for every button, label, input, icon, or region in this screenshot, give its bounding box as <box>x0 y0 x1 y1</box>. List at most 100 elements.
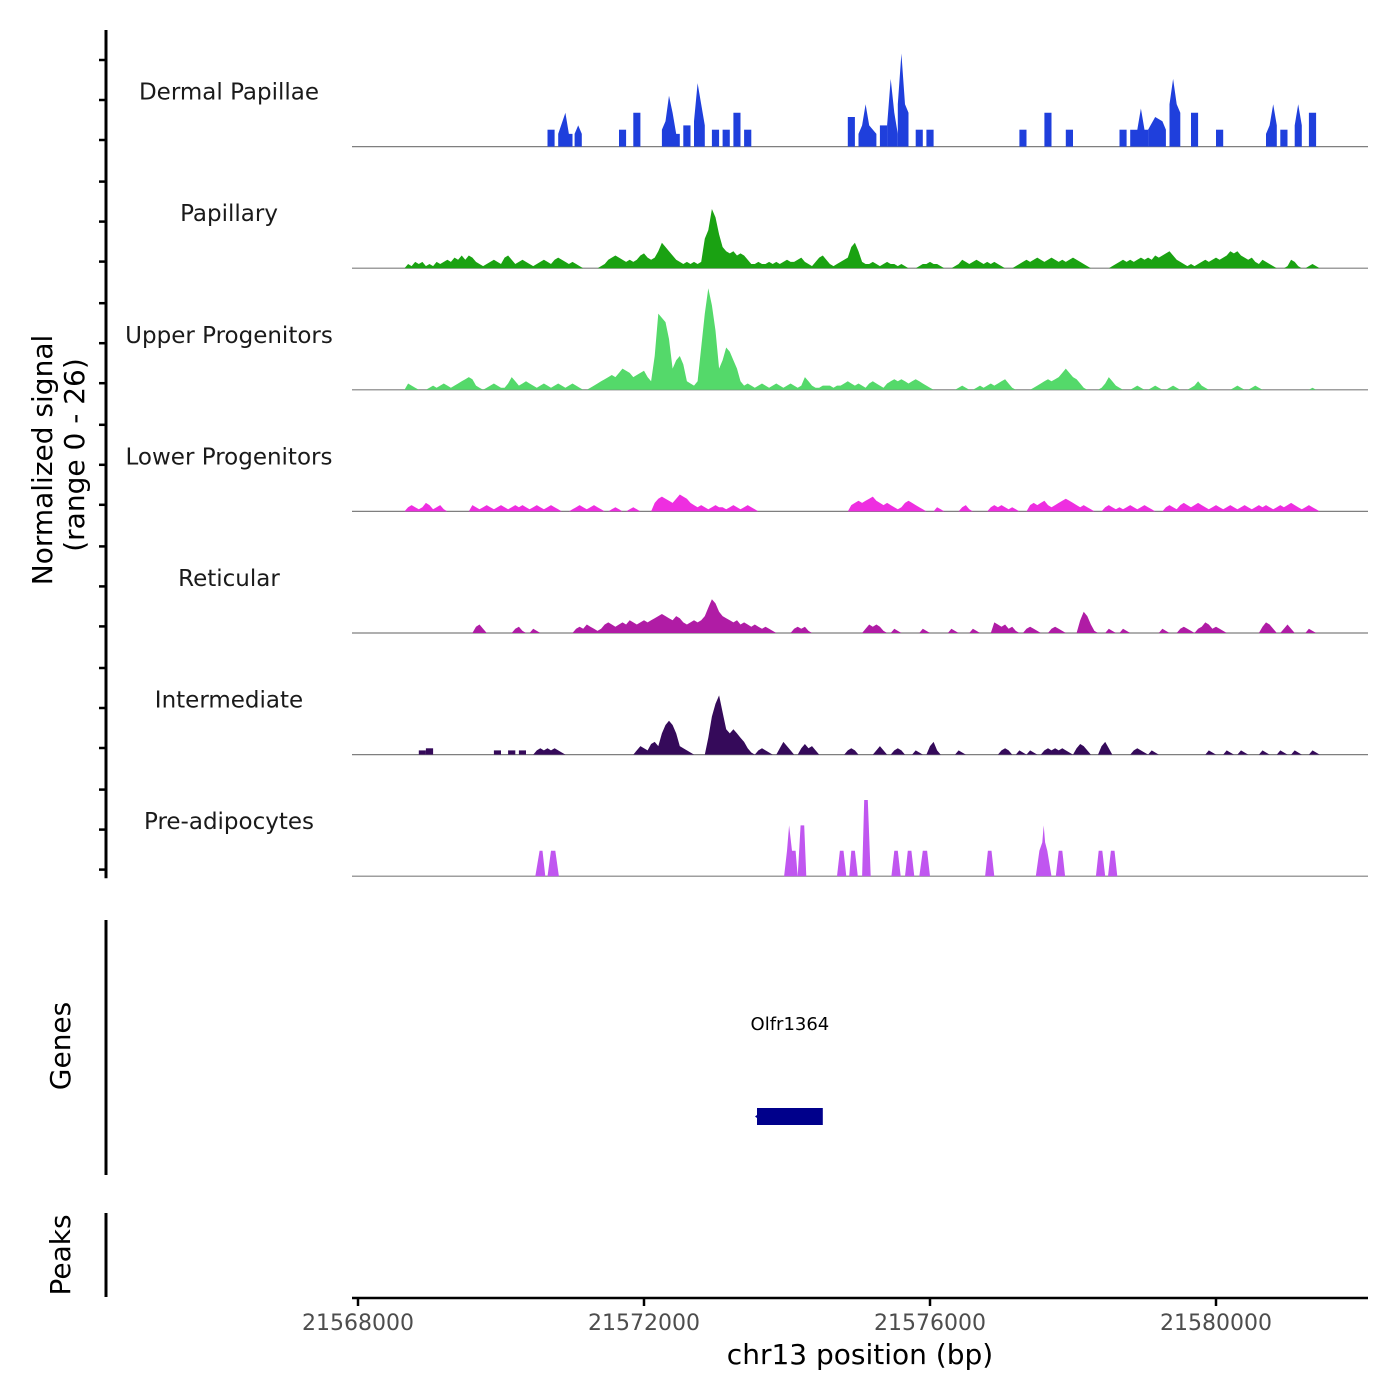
signal-peak-intermediate-23 <box>1130 748 1149 755</box>
signal-peak-dermal-papillae-24 <box>1148 117 1166 147</box>
signal-peak-dermal-papillae-23 <box>1130 108 1149 147</box>
track-lower-progenitors: Lower Progenitors <box>126 444 1368 512</box>
signal-peak-dermal-papillae-12 <box>847 117 855 147</box>
signal-peak-dermal-papillae-7 <box>694 83 705 147</box>
signal-peak-intermediate-27 <box>1237 750 1249 755</box>
signal-tracks: Dermal Papillae Papillary Upper Progenitor… <box>125 53 1368 877</box>
signal-peak-pre-adipocytes-8 <box>905 850 915 877</box>
signal-peak-papillary-0 <box>404 209 1320 269</box>
signal-peak-intermediate-29 <box>1276 750 1288 755</box>
signal-peak-pre-adipocytes-0 <box>535 850 546 877</box>
signal-peak-upper-progenitors-0 <box>404 288 1263 390</box>
signal-peak-reticular-16 <box>1158 628 1170 633</box>
signal-peak-dermal-papillae-27 <box>1216 129 1224 147</box>
track-label-upper-progenitors: Upper Progenitors <box>125 323 333 349</box>
signal-peak-pre-adipocytes-1 <box>547 850 559 877</box>
y-axis-title: Normalized signal <box>26 335 59 586</box>
signal-peak-dermal-papillae-26 <box>1191 112 1199 147</box>
signal-peak-intermediate-12 <box>872 746 888 755</box>
signal-peak-lower-progenitors-8 <box>1101 505 1156 512</box>
peaks-track-label: Peaks <box>44 1214 77 1295</box>
signal-peak-reticular-21 <box>1305 628 1317 633</box>
signal-peak-reticular-14 <box>1105 628 1116 633</box>
signal-peak-intermediate-2 <box>493 750 501 755</box>
signal-peak-intermediate-8 <box>754 748 773 755</box>
signal-peak-intermediate-13 <box>890 748 905 755</box>
signal-peak-reticular-18 <box>1194 622 1227 633</box>
signal-peak-reticular-6 <box>890 628 902 633</box>
signal-peak-intermediate-14 <box>912 750 923 755</box>
signal-peak-lower-progenitors-6 <box>987 505 1020 512</box>
signal-peak-dermal-papillae-30 <box>1294 104 1302 147</box>
x-tick-label: 21580000 <box>1160 1311 1272 1336</box>
signal-peak-dermal-papillae-17 <box>915 129 923 147</box>
track-label-pre-adipocytes: Pre-adipocytes <box>144 809 314 835</box>
signal-peak-dermal-papillae-9 <box>722 129 730 147</box>
signal-peak-dermal-papillae-10 <box>733 112 741 147</box>
signal-peak-upper-progenitors-1 <box>1308 387 1317 390</box>
signal-peak-pre-adipocytes-2 <box>784 825 798 877</box>
signal-peak-intermediate-25 <box>1205 750 1216 755</box>
track-pre-adipocytes: Pre-adipocytes <box>144 800 1368 877</box>
track-label-papillary: Papillary <box>180 201 278 227</box>
signal-peak-lower-progenitors-4 <box>933 507 945 512</box>
signal-peak-intermediate-6 <box>633 720 694 755</box>
signal-peak-reticular-10 <box>990 622 1020 633</box>
signal-peak-reticular-11 <box>1022 626 1041 633</box>
signal-peak-pre-adipocytes-6 <box>862 800 871 877</box>
signal-peak-dermal-papillae-16 <box>897 53 909 147</box>
signal-peak-reticular-5 <box>862 624 888 633</box>
signal-peak-intermediate-19 <box>1026 750 1038 755</box>
signal-peak-lower-progenitors-3 <box>847 496 927 512</box>
gene-strand-arrow-icon <box>755 1112 761 1121</box>
signal-peak-reticular-12 <box>1048 626 1066 633</box>
x-tick-label: 21576000 <box>874 1311 986 1336</box>
signal-peak-reticular-19 <box>1258 622 1277 633</box>
genes-track-label: Genes <box>44 1002 77 1090</box>
track-label-reticular: Reticular <box>178 566 280 592</box>
signal-peak-reticular-15 <box>1119 628 1131 633</box>
signal-peak-intermediate-15 <box>926 741 941 755</box>
track-reticular: Reticular <box>178 566 1368 634</box>
signal-peak-intermediate-16 <box>955 750 966 755</box>
track-label-lower-progenitors: Lower Progenitors <box>126 444 333 470</box>
signal-peak-intermediate-5 <box>533 748 566 755</box>
track-label-intermediate: Intermediate <box>155 688 303 714</box>
signal-peak-dermal-papillae-29 <box>1280 129 1288 147</box>
signal-peak-pre-adipocytes-4 <box>837 850 847 877</box>
signal-peak-reticular-9 <box>969 628 980 633</box>
signal-peak-intermediate-7 <box>704 695 755 755</box>
signal-peak-dermal-papillae-5 <box>661 95 680 147</box>
signal-peak-reticular-20 <box>1280 624 1295 633</box>
x-axis-title: chr13 position (bp) <box>727 1338 993 1371</box>
signal-peak-dermal-papillae-3 <box>619 129 627 147</box>
signal-peak-intermediate-9 <box>776 741 795 755</box>
signal-peak-reticular-8 <box>947 628 959 633</box>
signal-peak-lower-progenitors-2 <box>651 494 759 512</box>
signal-peak-intermediate-11 <box>844 748 859 755</box>
signal-peak-dermal-papillae-31 <box>1308 112 1317 147</box>
signal-peak-lower-progenitors-9 <box>1162 502 1320 512</box>
signal-peak-dermal-papillae-21 <box>1065 129 1073 147</box>
signal-peak-pre-adipocytes-14 <box>1108 850 1118 877</box>
signal-peak-lower-progenitors-7 <box>1026 498 1095 512</box>
signal-peak-intermediate-24 <box>1148 750 1159 755</box>
signal-peak-pre-adipocytes-10 <box>985 850 995 877</box>
signal-peak-dermal-papillae-19 <box>1019 129 1027 147</box>
signal-peak-dermal-papillae-22 <box>1119 129 1127 147</box>
signal-peak-intermediate-17 <box>997 748 1013 755</box>
signal-peak-dermal-papillae-0 <box>547 129 555 147</box>
signal-peak-pre-adipocytes-12 <box>1055 850 1066 877</box>
signal-peak-dermal-papillae-18 <box>926 129 934 147</box>
signal-peak-dermal-papillae-1 <box>558 112 573 147</box>
signal-peak-intermediate-1 <box>425 748 434 755</box>
signal-peak-reticular-0 <box>472 624 487 633</box>
signal-peak-reticular-7 <box>919 628 930 633</box>
track-papillary: Papillary <box>180 201 1368 269</box>
signal-peak-intermediate-3 <box>508 750 516 755</box>
y-axis-subtitle: (range 0 - 26) <box>58 358 91 552</box>
signal-peak-intermediate-26 <box>1223 750 1234 755</box>
signal-peak-lower-progenitors-0 <box>404 502 448 512</box>
signal-peak-dermal-papillae-14 <box>879 125 888 147</box>
